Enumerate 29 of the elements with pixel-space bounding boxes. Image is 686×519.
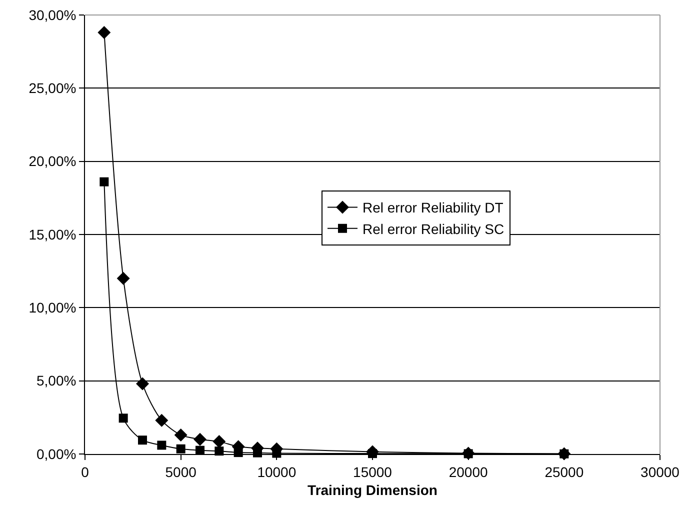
point (138, 436, 147, 445)
y-tick-label: 10,00% (28, 300, 76, 316)
legend-label: Rel error Reliability SC (362, 220, 504, 237)
x-tick-label: 5000 (165, 464, 197, 480)
x-tick-label: 25000 (544, 464, 584, 480)
point (136, 377, 149, 390)
point (116, 272, 130, 285)
point (212, 435, 226, 448)
x-tick-label: 20000 (448, 464, 488, 480)
point (100, 177, 109, 186)
y-tick-label: 5,00% (36, 372, 76, 389)
point (157, 440, 166, 450)
point (176, 444, 186, 454)
y-tick-label: 20,00% (28, 153, 76, 170)
x-tick-label: 0 (81, 464, 90, 480)
point (155, 414, 168, 427)
point (194, 432, 206, 446)
y-tick-label: 15,00% (28, 226, 76, 242)
y-tick-label: 30,00% (28, 6, 76, 23)
point (98, 26, 111, 40)
point (118, 414, 128, 423)
x-tick-label: 10000 (257, 464, 296, 480)
y-tick-label: 25,00% (28, 80, 76, 96)
point (174, 428, 188, 442)
y-tick-label: 0,00% (36, 446, 76, 462)
legend-label: Rel error Reliability DT (362, 200, 504, 216)
x-tick-label: 30000 (640, 464, 680, 480)
x-axis-title: Training Dimension (308, 482, 438, 498)
x-tick-label: 15000 (353, 464, 392, 480)
